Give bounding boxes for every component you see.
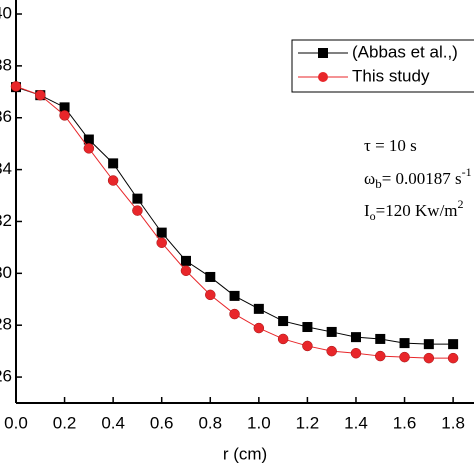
point bbox=[423, 339, 434, 350]
point bbox=[229, 308, 240, 320]
annotation: =120 Kw/m bbox=[376, 201, 458, 220]
x-tick-label: 0.0 bbox=[4, 413, 28, 432]
point bbox=[83, 143, 95, 154]
annotation: = 0.00187 s bbox=[382, 169, 462, 188]
x-tick-label: 0.8 bbox=[198, 413, 222, 432]
point bbox=[278, 316, 289, 327]
point bbox=[132, 205, 143, 216]
point bbox=[448, 339, 459, 350]
x-tick-label: 0.6 bbox=[150, 413, 174, 432]
x-axis-label: r (cm) bbox=[223, 444, 267, 463]
annotation: b bbox=[375, 176, 382, 191]
point bbox=[132, 193, 143, 204]
point bbox=[205, 289, 216, 301]
point bbox=[277, 333, 289, 345]
annotation: -1 bbox=[462, 165, 472, 179]
point bbox=[302, 340, 313, 352]
point bbox=[83, 134, 94, 145]
x-tick-label: 1.2 bbox=[296, 413, 320, 432]
point bbox=[253, 303, 264, 314]
point bbox=[447, 352, 459, 364]
point bbox=[35, 89, 46, 101]
x-tick-label: 1.6 bbox=[393, 413, 417, 432]
legend-marker bbox=[318, 48, 328, 58]
x-tick-label: 1.8 bbox=[441, 413, 465, 432]
point bbox=[180, 255, 191, 266]
point bbox=[107, 175, 119, 186]
point bbox=[375, 333, 386, 344]
point bbox=[350, 332, 361, 343]
annotation: Io=120 Kw/m2 bbox=[364, 197, 464, 223]
y-tick-label: 32 bbox=[0, 211, 12, 230]
annotation: 2 bbox=[458, 197, 464, 211]
point bbox=[375, 350, 386, 362]
x-tick-label: 0.2 bbox=[53, 413, 77, 432]
point bbox=[350, 347, 362, 359]
y-tick-label: 26 bbox=[0, 367, 12, 386]
annotation: ω bbox=[364, 169, 375, 188]
x-tick-label: 1.0 bbox=[247, 413, 271, 432]
point bbox=[423, 352, 435, 364]
point bbox=[59, 110, 70, 121]
x-tick-label: 1.4 bbox=[344, 413, 368, 432]
point bbox=[229, 290, 240, 301]
point bbox=[205, 271, 216, 282]
point bbox=[59, 102, 70, 113]
annotation: o bbox=[370, 209, 376, 223]
x-tick-label: 0.4 bbox=[101, 413, 125, 432]
legend-marker bbox=[318, 72, 328, 82]
point bbox=[253, 322, 265, 334]
y-tick-label: 30 bbox=[0, 263, 12, 282]
annotation: I bbox=[364, 201, 370, 220]
point bbox=[302, 322, 313, 333]
point bbox=[156, 237, 167, 248]
legend-label: (Abbas et al.,) bbox=[352, 42, 458, 61]
point bbox=[108, 158, 119, 169]
y-tick-label: 38 bbox=[0, 55, 12, 74]
point bbox=[326, 326, 337, 337]
y-tick-label: 34 bbox=[0, 159, 12, 178]
y-tick-label: 40 bbox=[0, 3, 12, 22]
point bbox=[326, 345, 337, 357]
point bbox=[180, 265, 192, 276]
point bbox=[399, 338, 410, 349]
point bbox=[156, 227, 167, 238]
y-tick-label: 36 bbox=[0, 107, 12, 126]
annotation: τ = 10 s bbox=[364, 136, 417, 155]
annotation: ωb= 0.00187 s-1 bbox=[364, 165, 472, 191]
y-tick-label: 28 bbox=[0, 315, 12, 334]
legend-label: This study bbox=[352, 66, 430, 85]
point bbox=[10, 81, 22, 92]
point bbox=[399, 351, 410, 363]
